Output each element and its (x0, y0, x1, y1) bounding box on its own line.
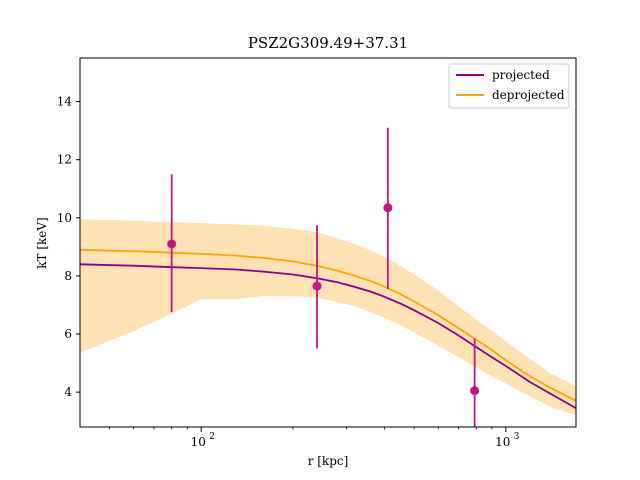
data-point (312, 281, 322, 291)
x-tick-label: 10 (495, 435, 510, 449)
data-point (470, 386, 480, 396)
y-tick-label: 8 (64, 269, 72, 283)
deprojected-confidence-band (80, 219, 576, 416)
x-tick-label: 10 (191, 435, 206, 449)
x-axis-label: r [kpc] (308, 454, 349, 468)
projected-line (80, 263, 576, 409)
legend: projected deprojected (448, 63, 570, 109)
y-axis-label: kT [keV] (35, 217, 49, 269)
plot-frame (79, 57, 577, 428)
data-point (167, 239, 177, 249)
y-tick-label: 10 (57, 211, 72, 225)
x-tick-label-exponent: 2 (209, 432, 215, 442)
legend-label-deprojected: deprojected (492, 88, 565, 102)
x-tick-label-exponent: 3 (514, 432, 520, 442)
plot-area (80, 127, 576, 427)
y-tick-label: 6 (64, 327, 72, 341)
data-point (383, 203, 393, 213)
legend-label-projected: projected (492, 68, 550, 82)
plot-content (80, 127, 576, 427)
y-tick-label: 4 (64, 385, 72, 399)
chart-title: PSZ2G309.49+37.31 (248, 34, 408, 52)
y-tick-label: 14 (57, 95, 73, 109)
y-tick-label: 12 (57, 153, 72, 167)
deprojected-line (80, 248, 576, 402)
